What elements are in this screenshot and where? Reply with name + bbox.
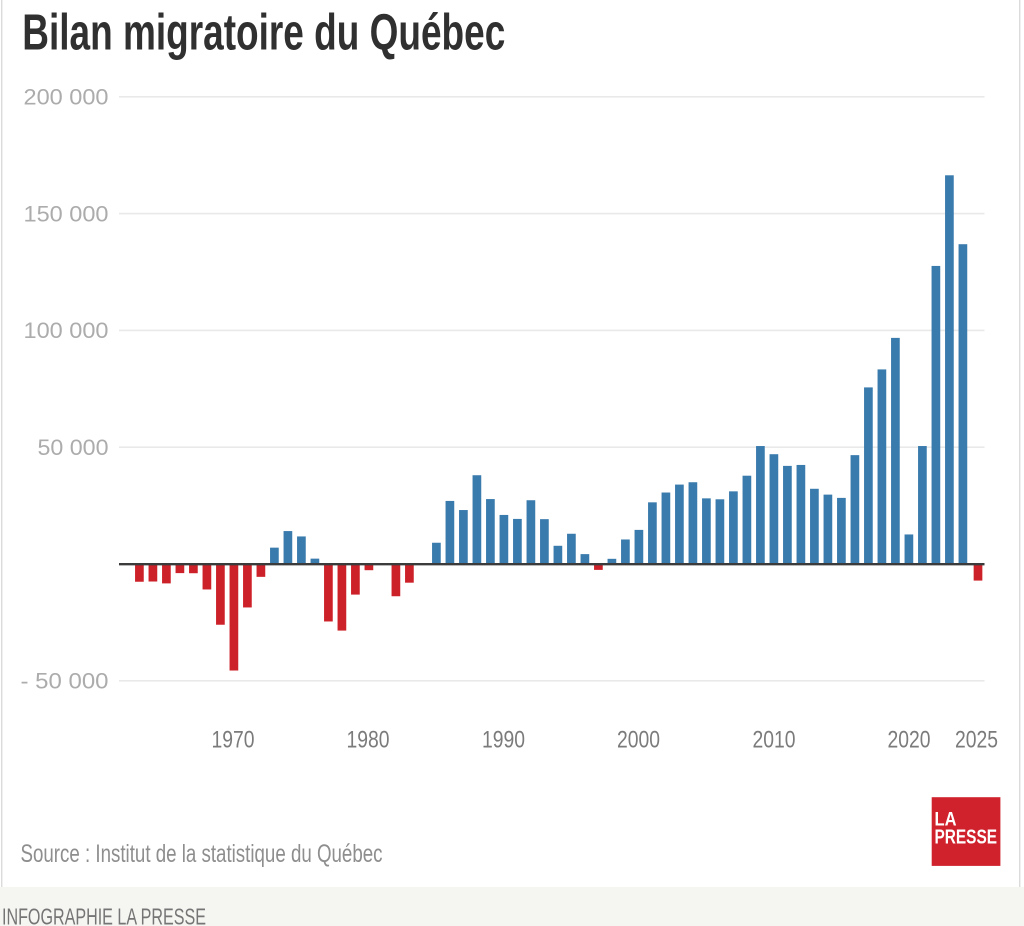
svg-text:Source : Institut de la statis: Source : Institut de la statistique du Q…: [21, 840, 383, 868]
svg-text:1980: 1980: [347, 727, 390, 754]
svg-text:2020: 2020: [888, 727, 931, 754]
svg-text:150 000: 150 000: [24, 201, 109, 226]
svg-text:1990: 1990: [482, 727, 525, 754]
svg-text:LA: LA: [935, 810, 957, 831]
svg-text:2025: 2025: [955, 727, 998, 754]
svg-text:PRESSE: PRESSE: [935, 825, 998, 848]
svg-text:50 000: 50 000: [38, 435, 109, 460]
svg-text:2000: 2000: [617, 727, 660, 754]
svg-text:1970: 1970: [212, 727, 255, 754]
svg-text:2010: 2010: [753, 727, 796, 754]
svg-text:INFOGRAPHIE LA PRESSE: INFOGRAPHIE LA PRESSE: [2, 903, 206, 926]
svg-text:100 000: 100 000: [24, 318, 109, 343]
svg-text:- 50 000: - 50 000: [21, 669, 109, 694]
svg-text:200 000: 200 000: [24, 85, 109, 110]
svg-text:Bilan migratoire du Québec: Bilan migratoire du Québec: [22, 3, 505, 60]
